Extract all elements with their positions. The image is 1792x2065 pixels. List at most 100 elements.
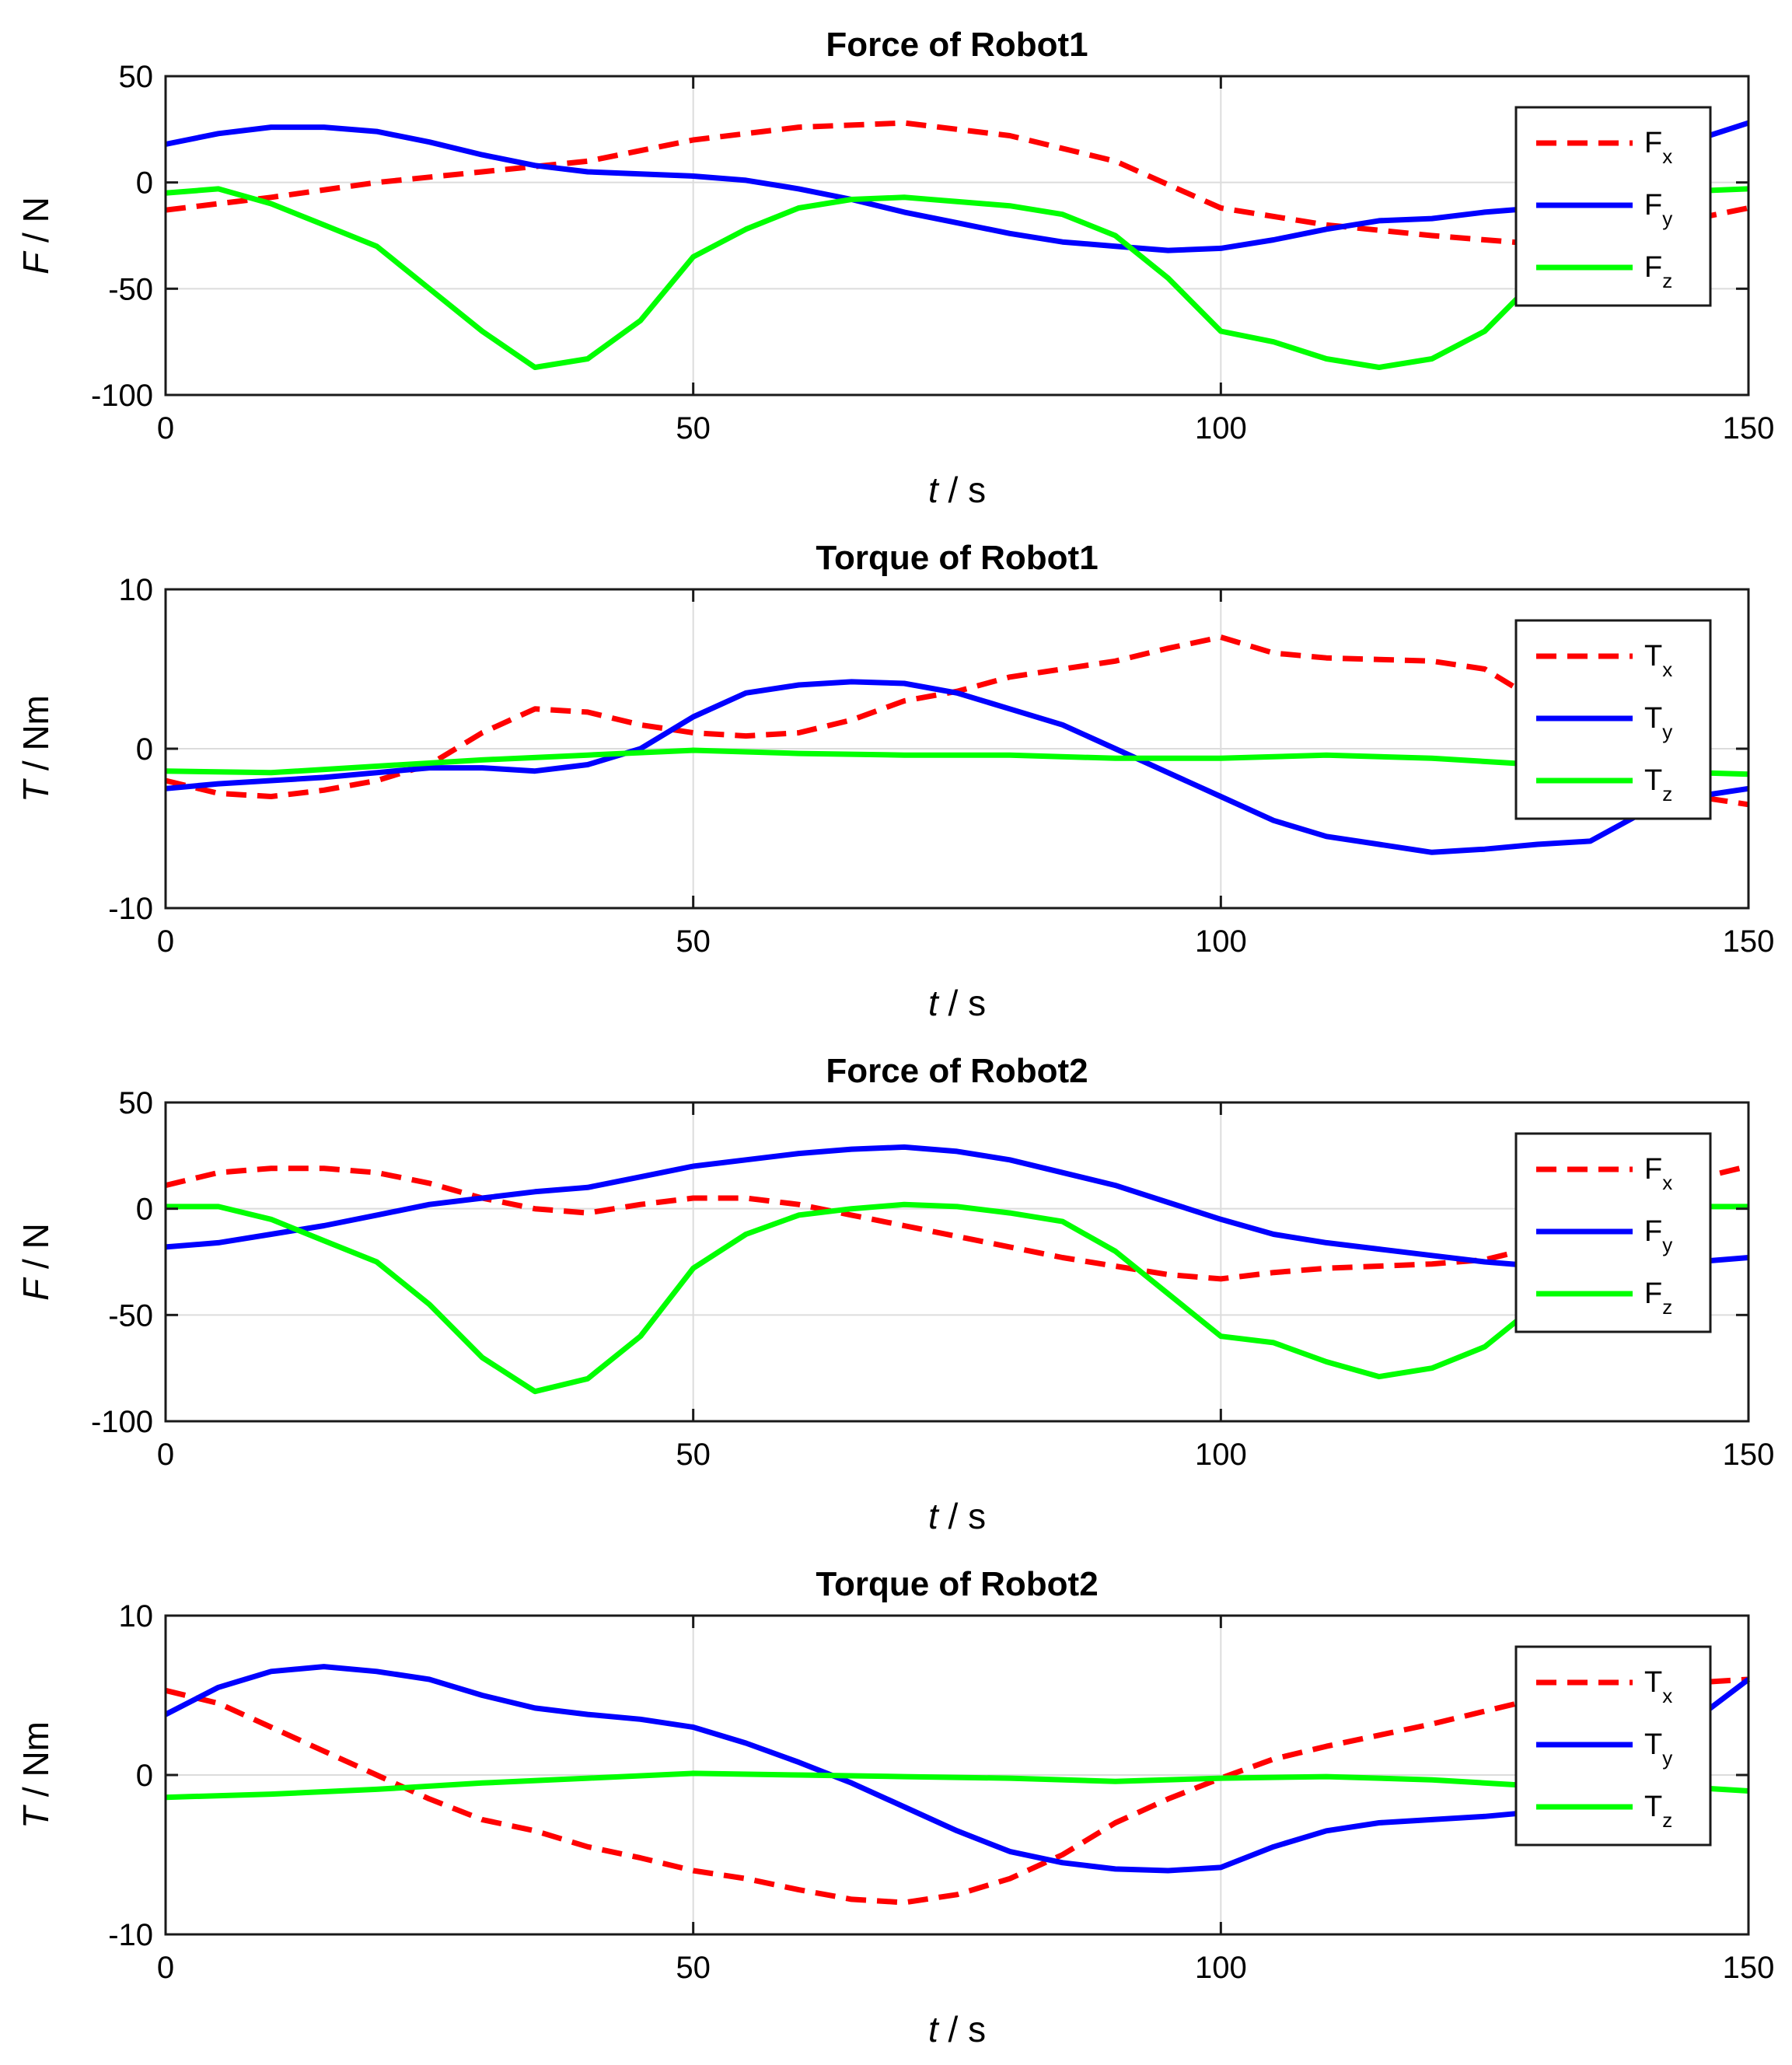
y-axis-symbol: F (16, 1277, 56, 1301)
x-tick-label: 100 (1195, 411, 1247, 445)
legend-label-main: T (1644, 1728, 1662, 1761)
x-tick-label: 50 (676, 1951, 711, 1985)
series-line-tz (165, 747, 1749, 777)
chart-title: Force of Robot1 (826, 26, 1088, 64)
y-axis-unit: Nm (16, 695, 56, 751)
y-axis-unit: N (16, 197, 56, 222)
legend-label-sub: x (1662, 1684, 1672, 1707)
x-tick-label: 150 (1723, 924, 1775, 959)
legend-label-main: T (1644, 1666, 1662, 1699)
x-axis-symbol: t (928, 1496, 940, 1536)
legend-label-sub: y (1662, 1746, 1672, 1770)
x-tick-label: 150 (1723, 411, 1775, 445)
legend-label-main: F (1644, 1215, 1662, 1248)
series-line-fz (165, 186, 1749, 370)
y-tick-label: 0 (136, 166, 153, 201)
legend-label-sub: x (1662, 658, 1672, 681)
legend-label-sub: y (1662, 207, 1672, 230)
legend-label-main: F (1644, 1153, 1662, 1186)
legend-label-sub: z (1662, 782, 1672, 805)
y-tick-label: -10 (108, 1918, 153, 1952)
y-axis-label: F / N (16, 197, 56, 274)
x-tick-label: 0 (157, 1438, 174, 1472)
legend-label: Fy (1644, 189, 1672, 230)
y-axis-label: T / Nm (16, 1721, 56, 1829)
legend-label: Fx (1644, 1153, 1672, 1194)
x-tick-label: 50 (676, 1438, 711, 1472)
legend-label: Tx (1644, 1666, 1672, 1707)
y-axis-label: T / Nm (16, 695, 56, 802)
x-axis-separator: / (938, 470, 968, 510)
x-axis-unit: s (968, 983, 986, 1023)
y-tick-label: -50 (108, 272, 153, 306)
y-tick-label: -100 (91, 379, 153, 413)
x-axis-separator: / (938, 2009, 968, 2049)
x-tick-label: 0 (157, 411, 174, 445)
plot-area (166, 76, 1748, 395)
legend-label-sub: x (1662, 145, 1672, 168)
x-tick-label: 100 (1195, 1951, 1247, 1985)
legend-label-main: F (1644, 251, 1662, 284)
legend-label: Fy (1644, 1215, 1672, 1256)
x-tick-label: 0 (157, 924, 174, 959)
x-axis-unit: s (968, 1496, 986, 1536)
legend-label: Ty (1644, 702, 1672, 743)
legend-label: Ty (1644, 1728, 1672, 1770)
chart-1: 0 50 100 150 50 0 -50 -100 Force of Robot1 t / s F… (16, 26, 1774, 510)
chart-title: Force of Robot2 (826, 1052, 1088, 1090)
x-tick-label: 150 (1723, 1438, 1775, 1472)
y-tick-label: 50 (119, 1086, 154, 1120)
legend-label: Tx (1644, 640, 1672, 681)
x-tick-label: 0 (157, 1951, 174, 1985)
x-axis-label: t / s (928, 2009, 986, 2049)
y-axis-separator: / (16, 751, 56, 781)
legend-label-sub: y (1662, 720, 1672, 743)
x-axis-symbol: t (928, 470, 940, 510)
y-axis-label: F / N (16, 1223, 56, 1301)
legend-label-main: T (1644, 764, 1662, 797)
axes-box (164, 75, 1750, 397)
legend-label-main: F (1644, 127, 1662, 159)
y-axis-unit: Nm (16, 1721, 56, 1777)
x-axis-unit: s (968, 470, 986, 510)
legend-label-main: T (1644, 640, 1662, 673)
x-axis-symbol: t (928, 2009, 940, 2049)
legend-label-main: F (1644, 1277, 1662, 1310)
x-axis-label: t / s (928, 983, 986, 1023)
y-axis-unit: N (16, 1223, 56, 1249)
y-tick-label: 10 (119, 1599, 154, 1633)
series-line-fx (165, 1163, 1749, 1282)
y-axis-symbol: T (16, 1805, 56, 1829)
series-line-fy (165, 120, 1750, 253)
series-line-fz (166, 1201, 1748, 1395)
x-tick-label: 100 (1195, 924, 1247, 959)
axes-box (164, 1101, 1750, 1423)
chart-title: Torque of Robot2 (816, 1565, 1098, 1603)
y-tick-label: 50 (119, 60, 154, 94)
legend-label: Fx (1644, 127, 1672, 168)
series-line-ty (164, 1664, 1751, 1874)
x-axis-symbol: t (928, 983, 940, 1023)
x-axis-separator: / (938, 983, 968, 1023)
legend-label-main: T (1644, 1791, 1662, 1823)
x-tick-label: 50 (676, 924, 711, 959)
y-axis-symbol: F (16, 250, 56, 274)
chart-3: 0 50 100 150 50 0 -50 -100 Force of Robot2 t / s F… (16, 1052, 1774, 1536)
legend-label-main: F (1644, 189, 1662, 222)
series-line-tz (165, 1770, 1749, 1801)
x-tick-label: 100 (1195, 1438, 1247, 1472)
y-tick-label: 0 (136, 1193, 153, 1227)
y-tick-label: -100 (91, 1405, 153, 1439)
y-tick-label: 10 (119, 573, 154, 607)
legend-label: Tz (1644, 764, 1672, 805)
series-line-fy (165, 1144, 1749, 1274)
legend-label-sub: z (1662, 1295, 1672, 1319)
legend-label: Fz (1644, 251, 1672, 292)
y-axis-separator: / (16, 1777, 56, 1807)
